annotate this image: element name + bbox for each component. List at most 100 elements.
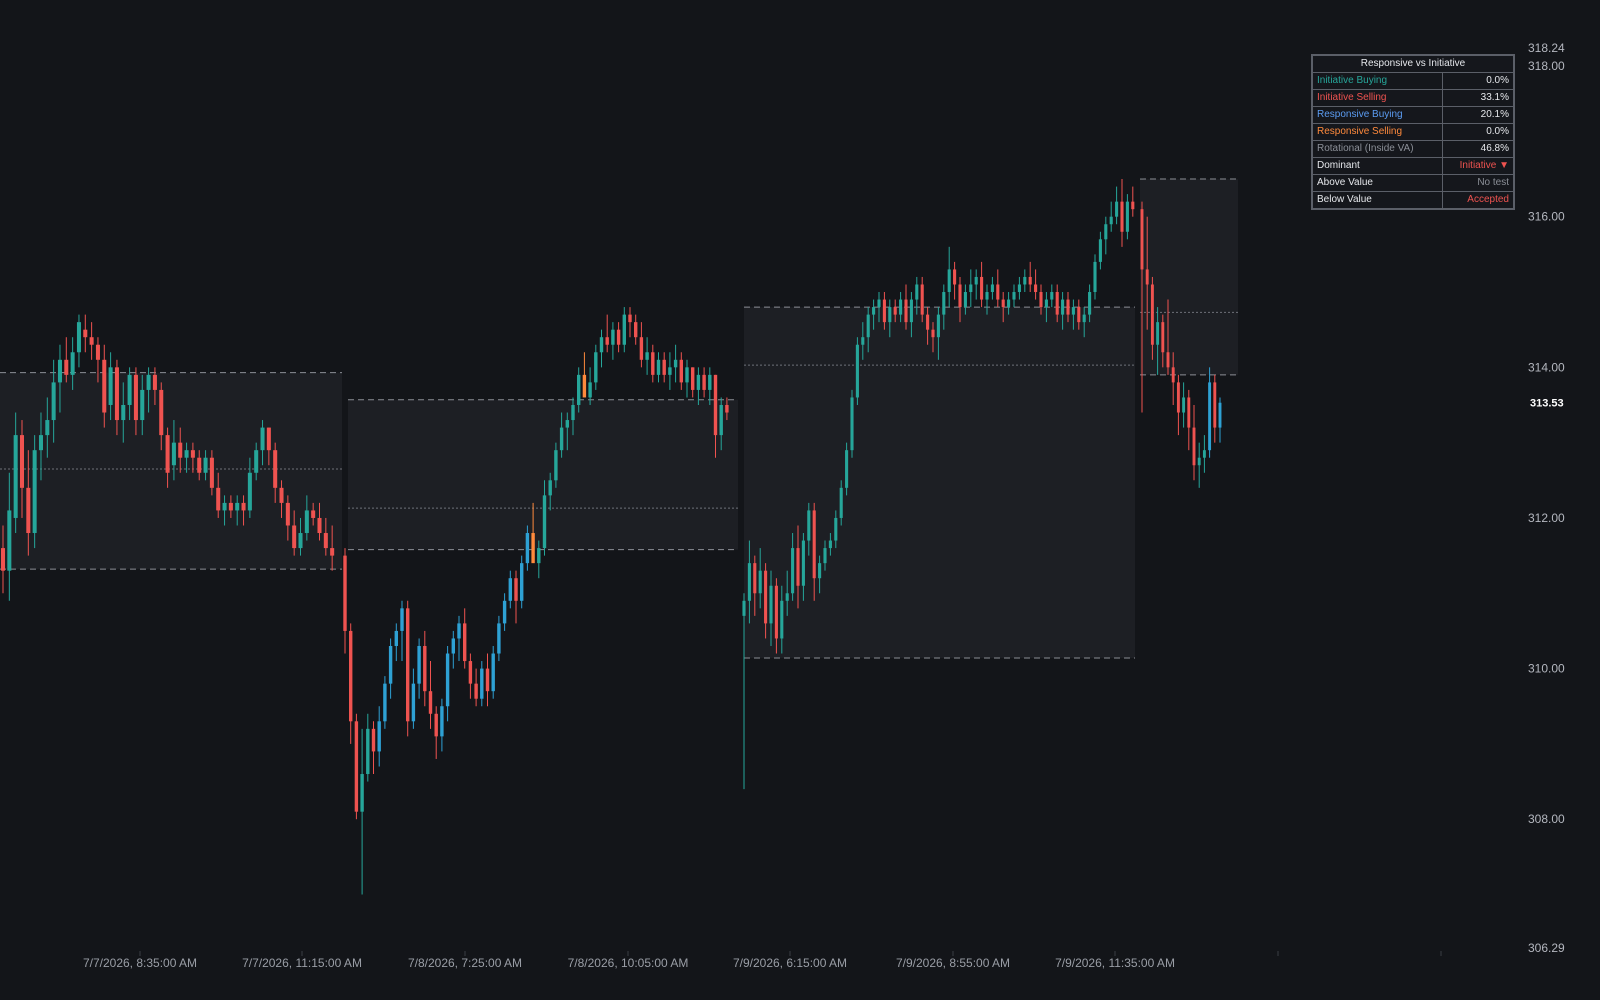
table-row: Below Value Accepted: [1311, 191, 1515, 210]
candle-body: [855, 344, 859, 398]
candle-body: [159, 389, 164, 436]
candle-body: [812, 510, 816, 579]
row-label: Initiative Selling: [1311, 89, 1443, 107]
candle-body: [216, 487, 221, 511]
candle-body: [171, 442, 176, 466]
candle-body: [909, 299, 913, 323]
candle-body: [197, 457, 202, 473]
x-tick-label: 7/9/2026, 11:35:00 AM: [1055, 956, 1175, 970]
price-axis[interactable]: 308.00 310.00 312.00 314.00 316.00 318.00 306.…: [1528, 41, 1565, 955]
candle-body: [349, 630, 353, 722]
y-tick-label: 310.00: [1528, 662, 1565, 676]
candle-body: [0, 548, 6, 571]
candle-body: [834, 517, 838, 541]
candle-body: [152, 374, 157, 390]
table-row: Responsive Selling 0.0%: [1311, 123, 1515, 141]
candle-body: [485, 668, 490, 692]
row-label: Rotational (Inside VA): [1311, 140, 1443, 158]
candle-body: [588, 382, 592, 398]
candle-body: [542, 495, 547, 549]
table-title: Responsive vs Initiative: [1311, 54, 1515, 73]
candle-body: [514, 578, 518, 601]
candle-body: [1007, 299, 1011, 308]
y-tick-label: 314.00: [1528, 360, 1565, 374]
candle-body: [400, 608, 404, 631]
candle-body: [114, 367, 119, 421]
row-label: Above Value: [1311, 174, 1443, 192]
candle-body: [571, 404, 575, 421]
candle-body: [304, 510, 309, 534]
candle-body: [807, 510, 811, 541]
candle-body: [1131, 201, 1135, 210]
y-tick-label: 308.00: [1528, 812, 1565, 826]
row-label: Responsive Buying: [1311, 106, 1443, 124]
candle-body: [662, 359, 666, 375]
candle-body: [445, 653, 450, 707]
candle-body: [969, 284, 973, 293]
candle-body: [1044, 299, 1048, 308]
row-label: Dominant: [1311, 157, 1443, 175]
candle-body: [1082, 314, 1086, 323]
candle-body: [51, 382, 56, 421]
candle-body: [1093, 261, 1097, 293]
candle-body: [1145, 269, 1149, 285]
candle-body: [942, 292, 946, 315]
candle-body: [228, 502, 233, 511]
candle-body: [1218, 402, 1222, 428]
candle-body: [209, 457, 214, 488]
time-axis[interactable]: 7/7/2026, 8:35:00 AM 7/7/2026, 11:15:00 A…: [83, 951, 1442, 970]
candle-body: [565, 420, 569, 428]
candle-body: [958, 284, 962, 308]
candle-body: [936, 314, 940, 338]
candle-body: [1120, 201, 1124, 232]
candle-body: [537, 548, 541, 564]
candle-body: [254, 450, 259, 473]
row-value: 0.0%: [1442, 123, 1515, 141]
candle-body: [1187, 397, 1191, 428]
candle-body: [95, 344, 100, 360]
candle-body: [877, 299, 881, 308]
candle-body: [45, 420, 50, 436]
candle-body: [673, 359, 678, 368]
candle-body: [713, 374, 718, 436]
candle-body: [554, 450, 558, 481]
candle-body: [260, 427, 265, 451]
candle-body: [57, 359, 62, 383]
candle-body: [1012, 292, 1016, 300]
candle-body: [491, 653, 495, 692]
candle-body: [83, 329, 88, 338]
candle-body: [1050, 292, 1054, 300]
y-range-label: 318.24: [1528, 41, 1565, 55]
candle-body: [818, 563, 822, 579]
candle-body: [423, 645, 427, 692]
row-value: Accepted: [1442, 191, 1515, 210]
candle-body: [656, 359, 661, 375]
candle-body: [140, 389, 145, 421]
row-value: 20.1%: [1442, 106, 1515, 124]
candle-body: [102, 359, 107, 413]
candle-body: [178, 442, 183, 458]
candle-body: [417, 645, 421, 684]
candle-body: [19, 435, 25, 488]
candle-body: [411, 683, 416, 722]
candle-body: [1156, 322, 1160, 345]
candle-body: [696, 374, 701, 390]
candle-body: [582, 374, 587, 398]
candle-body: [1125, 201, 1129, 232]
candle-body: [651, 352, 655, 375]
candle-body: [974, 276, 978, 285]
candle-body: [1098, 239, 1102, 262]
candle-body: [76, 322, 81, 353]
candle-body: [685, 367, 689, 383]
candle-body: [990, 284, 994, 293]
candle-body: [893, 307, 897, 315]
candle-body: [985, 292, 989, 300]
candle-body: [1182, 397, 1186, 413]
candle-body: [702, 374, 706, 390]
candle-body: [165, 435, 170, 473]
candle-body: [1192, 427, 1196, 466]
candle-body: [691, 367, 695, 390]
row-value: 46.8%: [1442, 140, 1515, 158]
candle-body: [311, 510, 316, 518]
